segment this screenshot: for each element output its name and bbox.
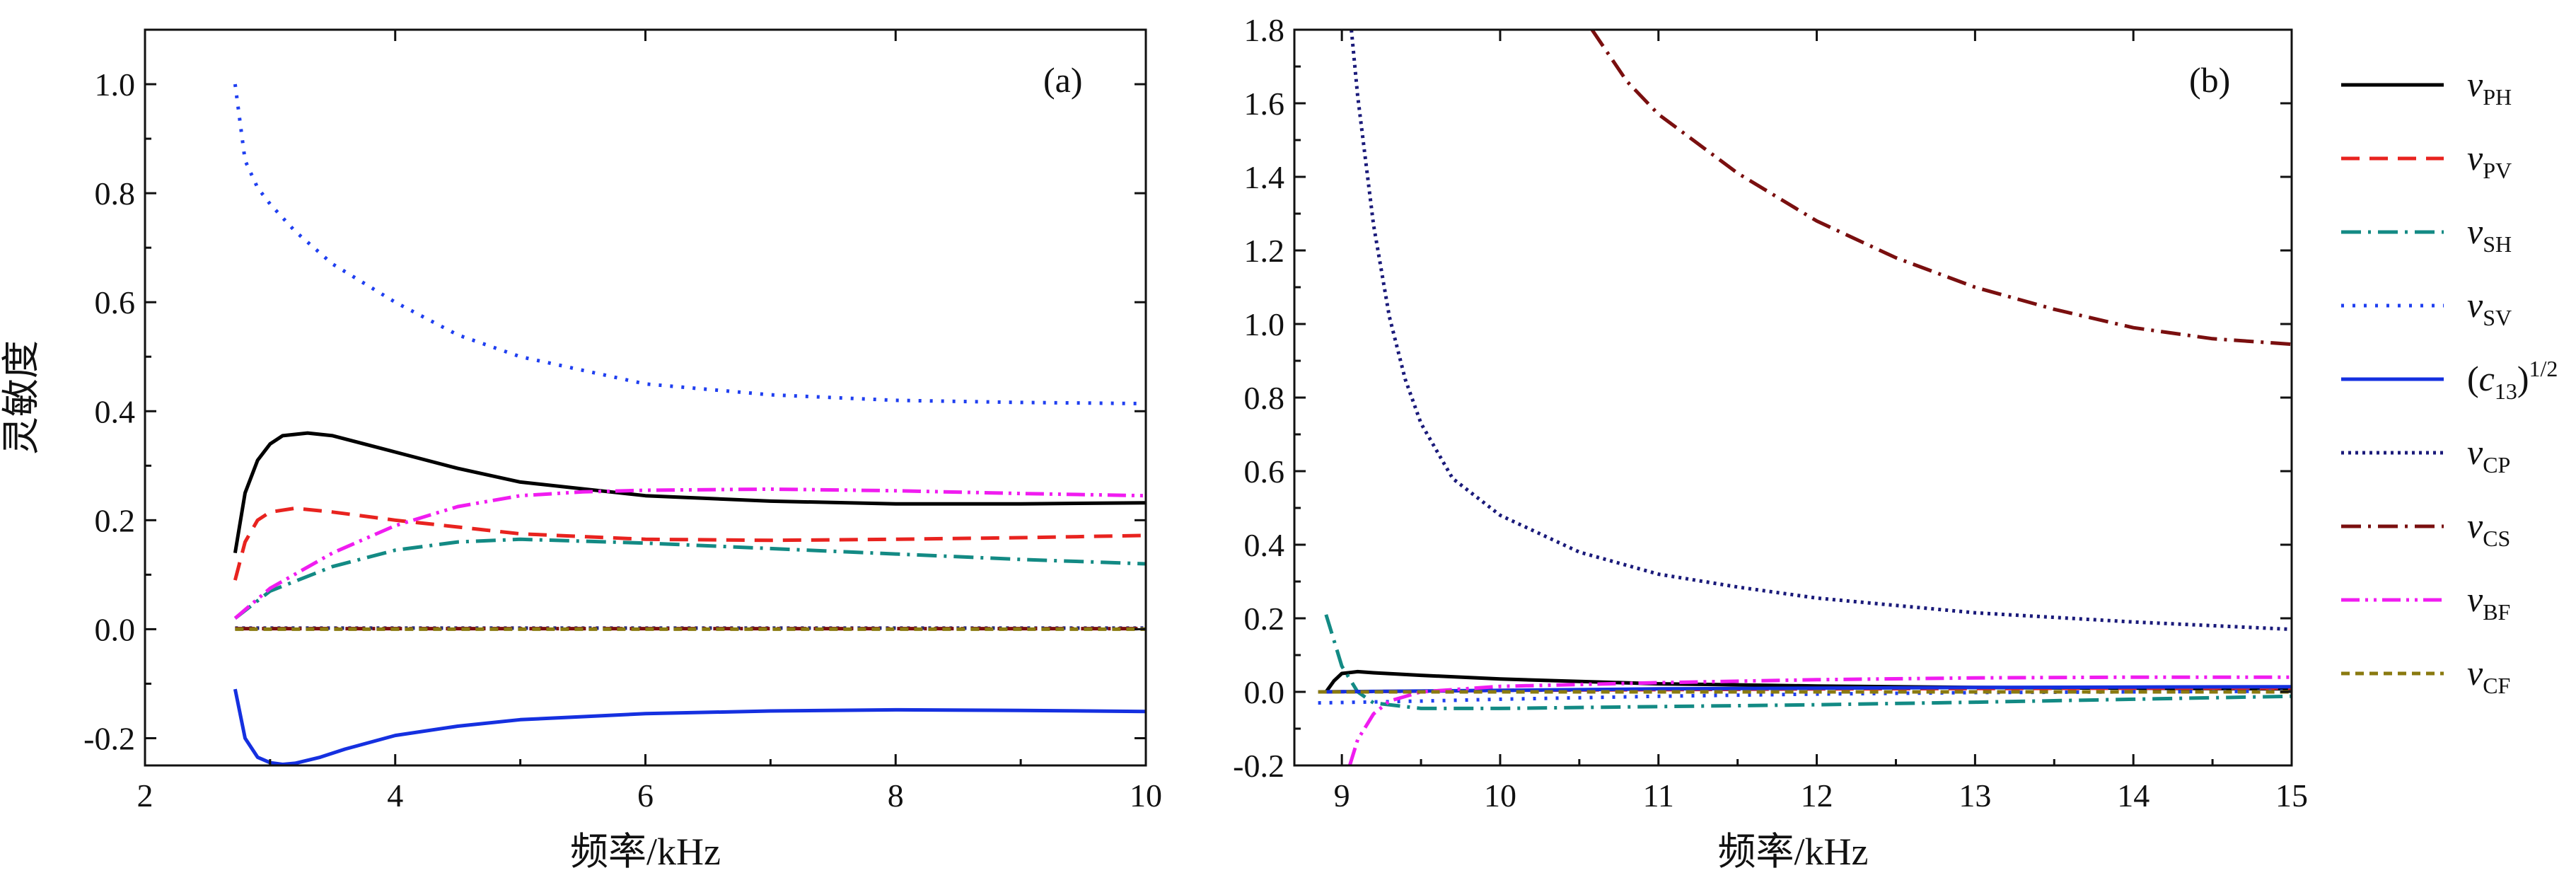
y-axis-title-a: 灵敏度	[0, 340, 42, 455]
series-line-b-6	[1350, 30, 2292, 632]
y-tick-label-b: 0.4	[1244, 527, 1285, 563]
y-tick-label-a: -0.2	[83, 720, 135, 756]
y-tick-label-b: 1.6	[1244, 86, 1285, 122]
legend-label-2: vPV	[2467, 138, 2512, 183]
plot-frame-b	[1293, 28, 2293, 767]
x-tick-label-a: 6	[637, 777, 654, 814]
series-line-a-1	[233, 431, 1146, 554]
y-tick-label-a: 0.0	[95, 611, 136, 647]
y-tick-label-a: 0.6	[95, 284, 136, 320]
x-tick-label-a: 2	[137, 777, 153, 814]
series-line-b-3	[1324, 614, 2292, 710]
legend: vPH vPV vSH vSV (c13)1/2 vCP vCS vBF vCF	[2341, 64, 2558, 698]
series-group-b	[1318, 30, 2292, 765]
panel-label-a: (a)	[1043, 60, 1083, 100]
y-tick-label-b: -0.2	[1233, 748, 1284, 784]
series-line-b-7	[1590, 30, 2292, 347]
x-tick-label-a: 4	[387, 777, 403, 814]
legend-label-8: vBF	[2467, 579, 2510, 625]
y-tick-label-a: 0.4	[95, 393, 136, 429]
y-tick-label-b: 1.8	[1244, 12, 1285, 48]
legend-label-3: vSH	[2467, 212, 2512, 257]
plot-frame-a	[144, 28, 1147, 767]
y-tick-label-b: 1.0	[1244, 306, 1285, 342]
y-tick-label-a: 0.8	[95, 175, 136, 212]
y-tick-label-b: 0.2	[1244, 601, 1285, 637]
series-group-a	[233, 83, 1146, 765]
x-tick-label-b: 13	[1959, 777, 1991, 814]
y-tick-label-b: 1.2	[1244, 233, 1285, 269]
y-tick-label-b: 0.6	[1244, 453, 1285, 490]
series-line-a-8	[233, 487, 1146, 620]
panel-b: 9 10 11 12 13 14 15 -0.2 0.0 0.2 0.4 0.6 0.8 1.0 1.2 1.…	[1233, 12, 2308, 873]
legend-label-1: vPH	[2467, 64, 2512, 110]
panel-a: 2 4 6 8 10 -0.2 0.0 0.2 0.4 0.6 0.8 1.0 频率/kHz 灵敏度 (a)	[0, 28, 1162, 873]
x-axis-title-a: 频率/kHz	[570, 831, 721, 873]
y-tick-label-b: 1.4	[1244, 159, 1285, 195]
series-line-a-3	[233, 537, 1146, 620]
series-line-a-2	[233, 506, 1146, 581]
x-tick-label-a: 10	[1130, 777, 1162, 814]
series-line-a-4	[233, 83, 1146, 405]
x-tick-label-b: 9	[1334, 777, 1350, 814]
legend-label-7: vCS	[2467, 506, 2510, 551]
series-line-a-5	[233, 688, 1146, 765]
x-tick-label-b: 11	[1643, 777, 1674, 814]
series-line-b-5	[1318, 685, 2292, 694]
legend-label-9: vCF	[2467, 653, 2510, 698]
x-tick-label-b: 15	[2275, 777, 2308, 814]
y-tick-label-b: 0.8	[1244, 380, 1285, 416]
series-line-b-8	[1347, 675, 2292, 765]
x-tick-label-b: 14	[2117, 777, 2149, 814]
x-tick-label-b: 10	[1484, 777, 1516, 814]
x-axis-title-b: 频率/kHz	[1718, 831, 1869, 873]
x-tick-label-b: 12	[1801, 777, 1833, 814]
x-tick-label-a: 8	[888, 777, 904, 814]
y-tick-label-b: 0.0	[1244, 674, 1285, 710]
legend-label-6: vCP	[2467, 432, 2510, 478]
y-tick-label-a: 0.2	[95, 502, 136, 538]
legend-label-5: (c13)1/2	[2467, 356, 2558, 404]
series-line-b-4	[1318, 689, 2292, 705]
y-tick-label-a: 1.0	[95, 66, 136, 103]
legend-label-4: vSV	[2467, 285, 2512, 330]
panel-label-b: (b)	[2189, 60, 2230, 100]
